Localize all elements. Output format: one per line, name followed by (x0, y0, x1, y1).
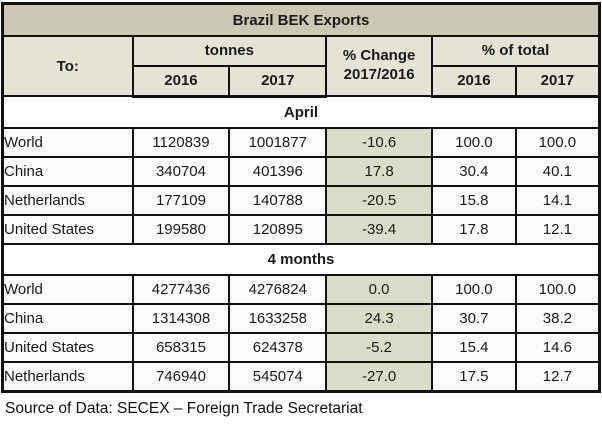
pct-total-2017-cell: 14.6 (514, 331, 601, 363)
pct-total-2017-cell: 100.0 (514, 126, 601, 158)
table-row: Netherlands 177109 140788 -20.5 15.8 14.… (1, 184, 601, 216)
tonnes-2017-cell: 4276824 (228, 273, 328, 305)
pct-total-2016-cell: 17.8 (431, 213, 517, 245)
destination-cell: World (1, 126, 134, 158)
section-banner-row: 4 months (1, 242, 601, 276)
table-title: Brazil BEK Exports (1, 2, 601, 37)
destination-cell: United States (1, 331, 134, 363)
tonnes-2016-cell: 340704 (131, 155, 231, 187)
header-pct-2017: 2017 (514, 64, 601, 98)
table-row: Netherlands 746940 545074 -27.0 17.5 12.… (1, 360, 601, 392)
destination-cell: Netherlands (1, 360, 134, 392)
header-row-years: 2016 2017 2016 2017 (3, 64, 601, 98)
header-row-groups: To: tonnes % Change 2017/2016 % of total (1, 35, 601, 97)
pct-change-cell: -20.5 (325, 184, 434, 216)
pct-change-sublabel: 2017/2016 (343, 66, 415, 83)
tonnes-2017-cell: 120895 (228, 213, 328, 245)
header-to: To: (1, 35, 134, 97)
table-row: China 1314308 1633258 24.3 30.7 38.2 (1, 302, 601, 334)
table-row: United States 658315 624378 -5.2 15.4 14… (1, 331, 601, 363)
tonnes-2016-cell: 4277436 (131, 273, 231, 305)
destination-cell: World (1, 273, 134, 305)
header-pct-change: % Change 2017/2016 (325, 35, 434, 97)
tonnes-2016-cell: 1314308 (131, 302, 231, 334)
pct-total-2016-cell: 30.4 (431, 155, 517, 187)
pct-total-2017-cell: 38.2 (514, 302, 601, 334)
pct-total-2016-cell: 100.0 (431, 273, 517, 305)
tonnes-2016-cell: 199580 (131, 213, 231, 245)
pct-total-2017-cell: 12.1 (514, 213, 601, 245)
section-label-4-months: 4 months (1, 242, 601, 276)
pct-change-cell: -27.0 (325, 360, 434, 392)
tonnes-2016-cell: 658315 (131, 331, 231, 363)
tonnes-2016-cell: 1120839 (131, 126, 231, 158)
pct-change-cell: 0.0 (325, 273, 434, 305)
pct-total-2017-cell: 14.1 (514, 184, 601, 216)
tonnes-2017-cell: 140788 (228, 184, 328, 216)
tonnes-2017-cell: 401396 (228, 155, 328, 187)
pct-total-2016-cell: 15.4 (431, 331, 517, 363)
destination-cell: United States (1, 213, 134, 245)
header-pct-total: % of total (431, 35, 601, 67)
destination-cell: China (1, 302, 134, 334)
pct-change-label: % Change (342, 47, 416, 65)
title-row: Brazil BEK Exports (1, 2, 601, 37)
tonnes-2017-cell: 1001877 (228, 126, 328, 158)
header-tonnes-2017: 2017 (228, 64, 328, 98)
tonnes-2017-cell: 545074 (228, 360, 328, 392)
pct-total-2017-cell: 12.7 (514, 360, 601, 392)
header-pct-2016: 2016 (431, 64, 517, 98)
pct-change-cell: -39.4 (325, 213, 434, 245)
pct-change-cell: -10.6 (325, 126, 434, 158)
section-banner-row: April (1, 95, 601, 129)
destination-cell: Netherlands (1, 184, 134, 216)
table-row: World 1120839 1001877 -10.6 100.0 100.0 (1, 126, 601, 158)
pct-total-2017-cell: 40.1 (514, 155, 601, 187)
pct-total-2017-cell: 100.0 (514, 273, 601, 305)
header-tonnes-2016: 2016 (131, 64, 231, 98)
tonnes-2017-cell: 1633258 (228, 302, 328, 334)
tonnes-2016-cell: 177109 (131, 184, 231, 216)
pct-total-2016-cell: 15.8 (431, 184, 517, 216)
pct-change-cell: 24.3 (325, 302, 434, 334)
table-row: World 4277436 4276824 0.0 100.0 100.0 (1, 273, 601, 305)
tonnes-2016-cell: 746940 (131, 360, 231, 392)
pct-total-2016-cell: 100.0 (431, 126, 517, 158)
table-row: China 340704 401396 17.8 30.4 40.1 (1, 155, 601, 187)
table-row: United States 199580 120895 -39.4 17.8 1… (1, 213, 601, 245)
section-label-april: April (1, 95, 601, 129)
tonnes-2017-cell: 624378 (228, 331, 328, 363)
pct-change-cell: -5.2 (325, 331, 434, 363)
destination-cell: China (1, 155, 134, 187)
brazil-bek-exports-table: Brazil BEK Exports To: tonnes % Change 2… (1, 2, 601, 393)
pct-total-2016-cell: 17.5 (431, 360, 517, 392)
source-note: Source of Data: SECEX – Foreign Trade Se… (5, 399, 363, 417)
pct-total-2016-cell: 30.7 (431, 302, 517, 334)
pct-change-cell: 17.8 (325, 155, 434, 187)
header-tonnes: tonnes (131, 35, 328, 67)
